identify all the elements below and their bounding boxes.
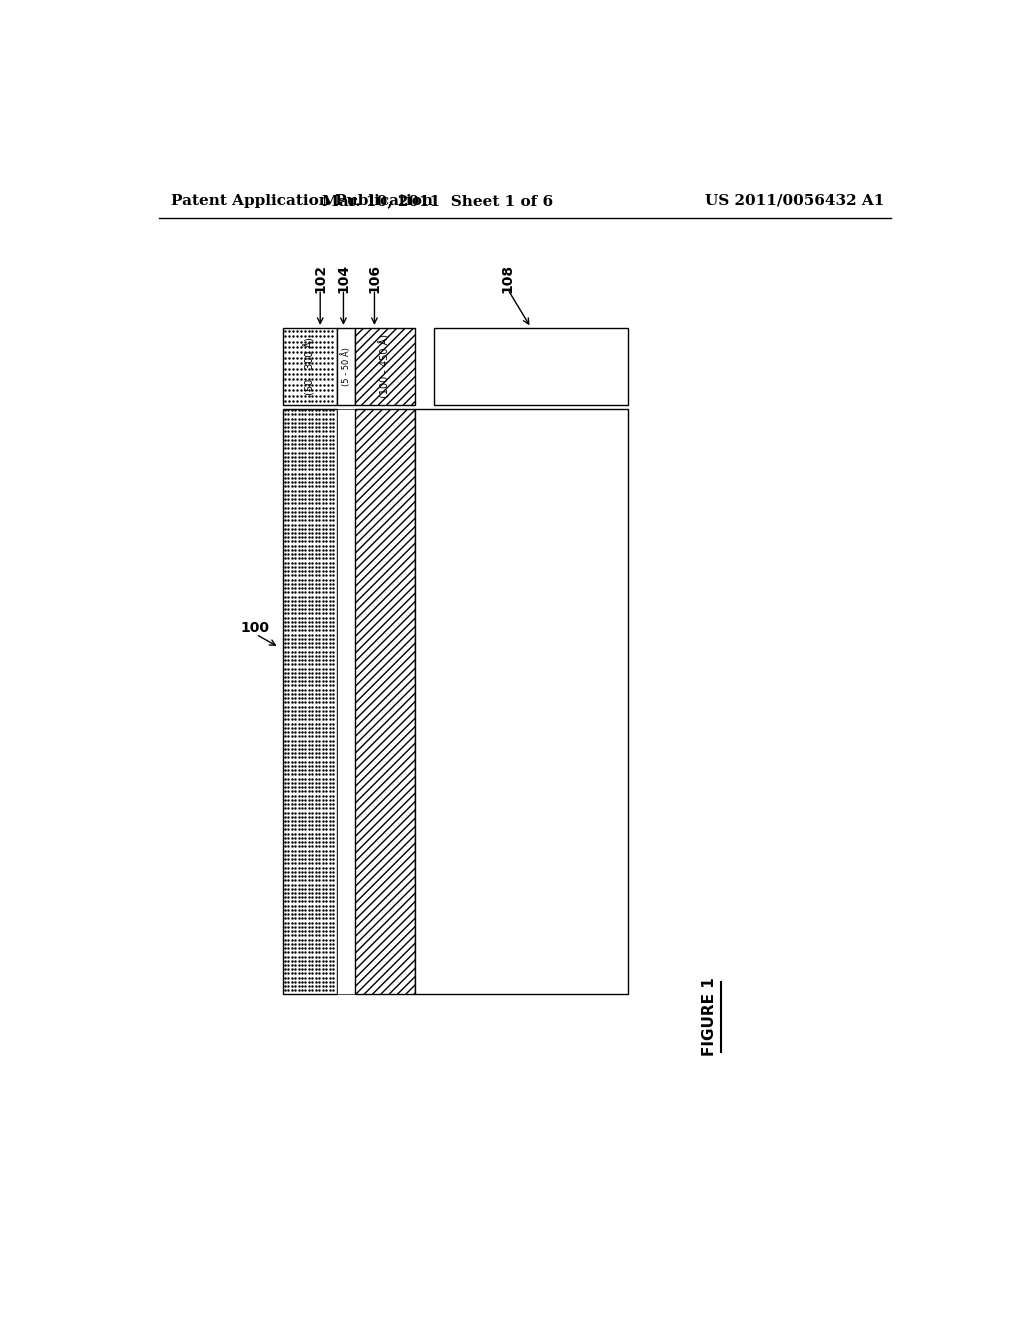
Bar: [415, 409, 628, 994]
Bar: [283, 409, 337, 994]
Text: Patent Application Publication: Patent Application Publication: [171, 194, 432, 207]
Text: US 2011/0056432 A1: US 2011/0056432 A1: [705, 194, 884, 207]
Bar: [337, 409, 355, 994]
Text: 102: 102: [313, 264, 328, 293]
Text: 100: 100: [241, 622, 269, 635]
Bar: [355, 327, 415, 405]
Text: (100 - 450 Å): (100 - 450 Å): [379, 334, 390, 399]
Bar: [355, 409, 415, 994]
Text: 108: 108: [501, 264, 515, 293]
Bar: [283, 327, 337, 405]
Bar: [434, 327, 628, 405]
Text: (5 - 50 Å): (5 - 50 Å): [341, 347, 351, 385]
Text: (50 - 300 Å): (50 - 300 Å): [304, 338, 315, 395]
Text: 106: 106: [368, 264, 382, 293]
Text: FIGURE 1: FIGURE 1: [701, 978, 717, 1056]
Bar: [355, 327, 415, 405]
Text: 104: 104: [337, 264, 350, 293]
Bar: [355, 409, 415, 994]
Text: Mar. 10, 2011  Sheet 1 of 6: Mar. 10, 2011 Sheet 1 of 6: [323, 194, 554, 207]
Bar: [337, 327, 355, 405]
